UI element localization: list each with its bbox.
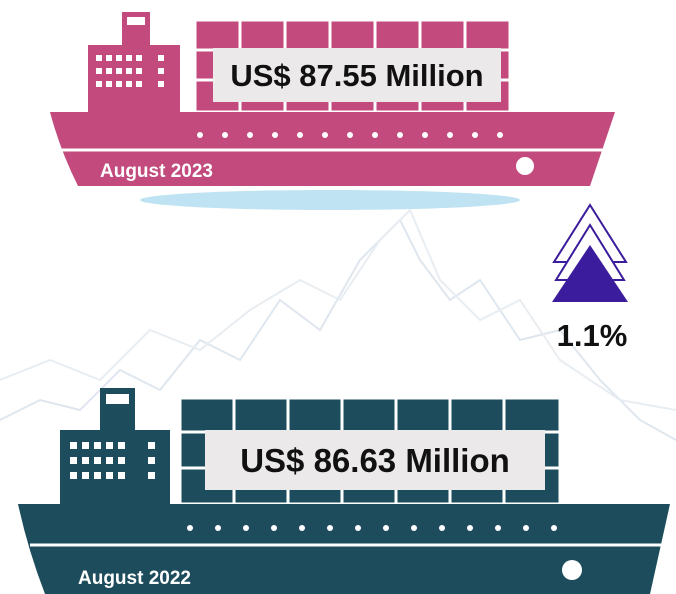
deck-dots	[197, 132, 503, 138]
bridge	[60, 430, 170, 505]
ship-2023: US$ 87.55 Million August 2023	[50, 12, 615, 210]
amount-box	[205, 430, 545, 490]
triangle	[552, 245, 628, 302]
chimney-band	[106, 394, 129, 404]
background-line	[0, 208, 676, 411]
windows	[70, 442, 155, 479]
change-indicator: 1.1%	[552, 203, 628, 353]
ship-2022: US$ 86.63 Million August 2022	[18, 388, 670, 594]
porthole	[562, 560, 582, 580]
hull	[18, 504, 670, 594]
amount: US$ 87.55 Million	[230, 58, 483, 93]
chimney-band	[127, 17, 145, 25]
porthole	[516, 157, 534, 175]
background-line	[0, 218, 676, 441]
change-percent: 1.1%	[557, 318, 628, 353]
amount-box	[213, 48, 501, 102]
windows	[96, 55, 164, 87]
amount: US$ 86.63 Million	[240, 442, 510, 479]
water	[140, 190, 520, 210]
bridge	[88, 45, 180, 113]
period: August 2023	[100, 161, 213, 182]
deck-dots	[187, 525, 557, 531]
period: August 2022	[78, 568, 191, 589]
